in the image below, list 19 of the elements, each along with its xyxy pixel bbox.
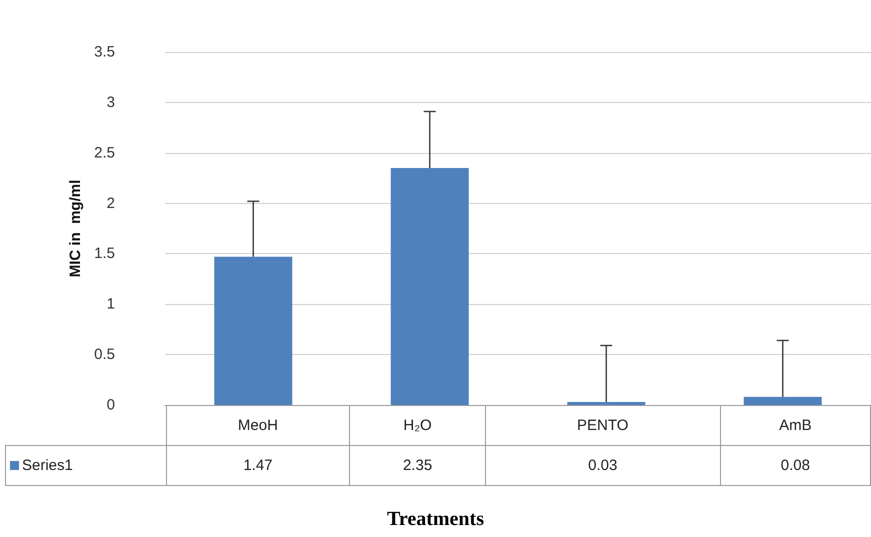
data-label: 1.47 <box>166 446 350 486</box>
data-label: 0.08 <box>720 446 870 486</box>
y-tick-label: 0.5 <box>94 346 115 364</box>
data-label: 2.35 <box>350 446 486 486</box>
y-tick-label: 1 <box>106 296 115 313</box>
y-axis-title: MIC in mg/ml <box>67 180 84 278</box>
x-axis-title: Treatments <box>386 508 485 531</box>
legend-label: Series1 <box>6 446 166 486</box>
data-label: 0.03 <box>485 446 720 486</box>
x-tick-label: H₂O <box>350 406 486 446</box>
x-tick-label: MeoH <box>166 406 350 446</box>
y-tick-label: 2 <box>106 194 115 212</box>
x-tick-label: PENTO <box>485 406 720 446</box>
y-tick-label: 0 <box>106 396 115 414</box>
x-tick-label: AmB <box>720 406 870 446</box>
y-tick-label: 3 <box>106 94 115 111</box>
y-tick-label: 1.5 <box>94 245 115 262</box>
y-tick-label: 3.5 <box>94 44 115 60</box>
y-tick-label: 2.5 <box>94 144 115 162</box>
